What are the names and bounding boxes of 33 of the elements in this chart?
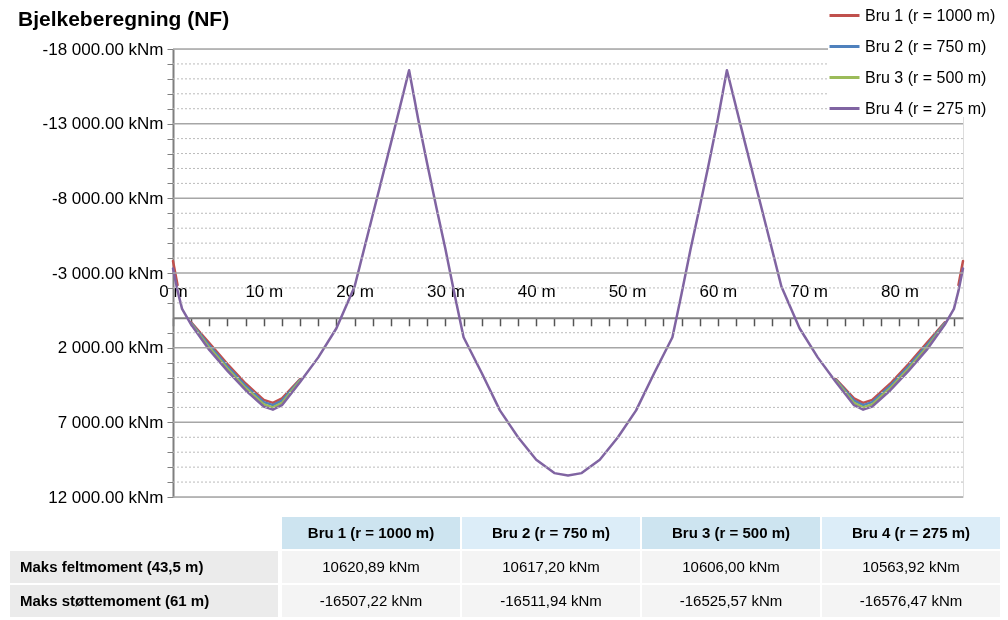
text: 10617,20 kNm: [502, 558, 600, 575]
x-tick-label: 70 m: [790, 282, 829, 302]
text: -16507,22 kNm: [319, 592, 423, 609]
text: Bru 3 (r = 500 m): [672, 524, 790, 541]
text: Maks støttemoment (61 m): [20, 592, 210, 609]
text: 10606,00 kNm: [682, 558, 780, 575]
legend-label: Bru 2 (r = 750 m): [865, 37, 987, 55]
y-tick-label: -13 000.00 kNm: [42, 114, 164, 134]
line-series: [171, 68, 965, 477]
text: Maks feltmoment (43,5 m): [20, 558, 204, 575]
text: 10620,89 kNm: [322, 558, 420, 575]
text: Bru 4 (r = 275 m): [852, 524, 970, 541]
text: -16525,57 kNm: [679, 592, 783, 609]
text: 10563,92 kNm: [862, 558, 960, 575]
x-tick-label: 10 m: [245, 282, 284, 302]
y-tick-label: 12 000.00 kNm: [48, 487, 164, 507]
text: Bru 2 (r = 750 m): [492, 524, 610, 541]
x-tick-label: 60 m: [699, 282, 738, 302]
legend-label: Bru 3 (r = 500 m): [865, 68, 987, 86]
x-tick-label: 50 m: [608, 282, 647, 302]
x-tick-label: 80 m: [881, 282, 919, 302]
y-tick-label: 7 000.00 kNm: [57, 412, 164, 432]
y-tick-label: 2 000.00 kNm: [57, 338, 164, 358]
y-tick-label: -18 000.00 kNm: [42, 39, 164, 59]
text: Bru 1 (r = 1000 m): [307, 524, 435, 541]
legend-label: Bru 1 (r = 1000 m): [865, 6, 996, 24]
x-tick-label: 40 m: [517, 282, 556, 302]
text: -16511,94 kNm: [500, 592, 602, 609]
y-tick-label: -3 000.00 kNm: [52, 263, 164, 283]
chart-title: Bjelkeberegning (NF): [18, 7, 230, 30]
y-tick-label: -8 000.00 kNm: [52, 188, 164, 208]
text: -16576,47 kNm: [859, 592, 963, 609]
legend-label: Bru 4 (r = 275 m): [865, 99, 987, 117]
